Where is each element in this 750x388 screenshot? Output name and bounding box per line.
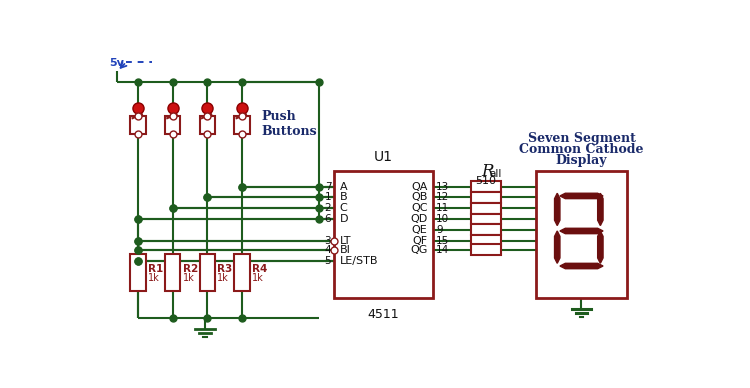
Bar bbox=[130, 116, 146, 134]
Bar bbox=[334, 171, 433, 298]
Text: 5: 5 bbox=[325, 256, 332, 266]
Text: all: all bbox=[490, 169, 502, 178]
Bar bbox=[472, 244, 501, 255]
Text: 4511: 4511 bbox=[368, 308, 400, 320]
Bar bbox=[472, 214, 501, 224]
Text: 12: 12 bbox=[436, 192, 449, 203]
Polygon shape bbox=[598, 231, 603, 263]
Bar bbox=[536, 171, 627, 298]
Text: 4: 4 bbox=[325, 245, 332, 255]
Text: QE: QE bbox=[412, 225, 428, 235]
Bar bbox=[472, 181, 501, 192]
Text: 510: 510 bbox=[476, 176, 496, 186]
Text: 13: 13 bbox=[436, 182, 449, 192]
Text: 2: 2 bbox=[325, 203, 332, 213]
Text: Seven Segment: Seven Segment bbox=[527, 132, 635, 146]
Polygon shape bbox=[560, 228, 603, 234]
Text: LE/STB: LE/STB bbox=[340, 256, 378, 266]
Text: QC: QC bbox=[411, 203, 428, 213]
Text: LT: LT bbox=[340, 236, 351, 246]
Text: 1k: 1k bbox=[217, 272, 229, 282]
Text: QB: QB bbox=[411, 192, 428, 203]
Text: 5v: 5v bbox=[110, 59, 125, 69]
Bar bbox=[165, 255, 180, 291]
Text: 15: 15 bbox=[436, 236, 449, 246]
Text: QG: QG bbox=[410, 245, 428, 255]
Text: 3: 3 bbox=[325, 236, 332, 246]
Text: R3: R3 bbox=[217, 264, 232, 274]
Bar bbox=[234, 255, 250, 291]
Text: D: D bbox=[340, 214, 348, 224]
Bar bbox=[200, 255, 215, 291]
Bar bbox=[472, 235, 501, 246]
Polygon shape bbox=[560, 193, 603, 199]
Text: 9: 9 bbox=[436, 225, 442, 235]
Bar bbox=[130, 255, 146, 291]
Text: 10: 10 bbox=[436, 214, 449, 224]
Text: 7: 7 bbox=[325, 182, 332, 192]
Text: 6: 6 bbox=[325, 214, 332, 224]
Text: A: A bbox=[340, 182, 347, 192]
Text: BI: BI bbox=[340, 245, 350, 255]
Text: Push
Buttons: Push Buttons bbox=[261, 109, 316, 138]
Text: Common Cathode: Common Cathode bbox=[519, 143, 644, 156]
Text: 1k: 1k bbox=[252, 272, 264, 282]
Bar bbox=[472, 224, 501, 235]
Bar bbox=[472, 192, 501, 203]
Polygon shape bbox=[554, 193, 560, 225]
Text: 1: 1 bbox=[325, 192, 332, 203]
Text: 11: 11 bbox=[436, 203, 449, 213]
Text: 1k: 1k bbox=[183, 272, 194, 282]
Bar bbox=[200, 116, 215, 134]
Text: C: C bbox=[340, 203, 347, 213]
Polygon shape bbox=[560, 263, 603, 269]
Bar bbox=[234, 116, 250, 134]
Text: U1: U1 bbox=[374, 150, 393, 164]
Bar bbox=[165, 116, 180, 134]
Text: QD: QD bbox=[410, 214, 428, 224]
Polygon shape bbox=[598, 193, 603, 225]
Text: QA: QA bbox=[411, 182, 428, 192]
Text: R1: R1 bbox=[148, 264, 164, 274]
Text: 1k: 1k bbox=[148, 272, 160, 282]
Bar bbox=[472, 203, 501, 214]
Text: B: B bbox=[340, 192, 347, 203]
Text: QF: QF bbox=[413, 236, 428, 246]
Text: R: R bbox=[482, 163, 494, 180]
Text: 14: 14 bbox=[436, 245, 449, 255]
Text: R2: R2 bbox=[183, 264, 198, 274]
Polygon shape bbox=[554, 231, 560, 263]
Text: R4: R4 bbox=[252, 264, 267, 274]
Text: Display: Display bbox=[556, 154, 608, 167]
